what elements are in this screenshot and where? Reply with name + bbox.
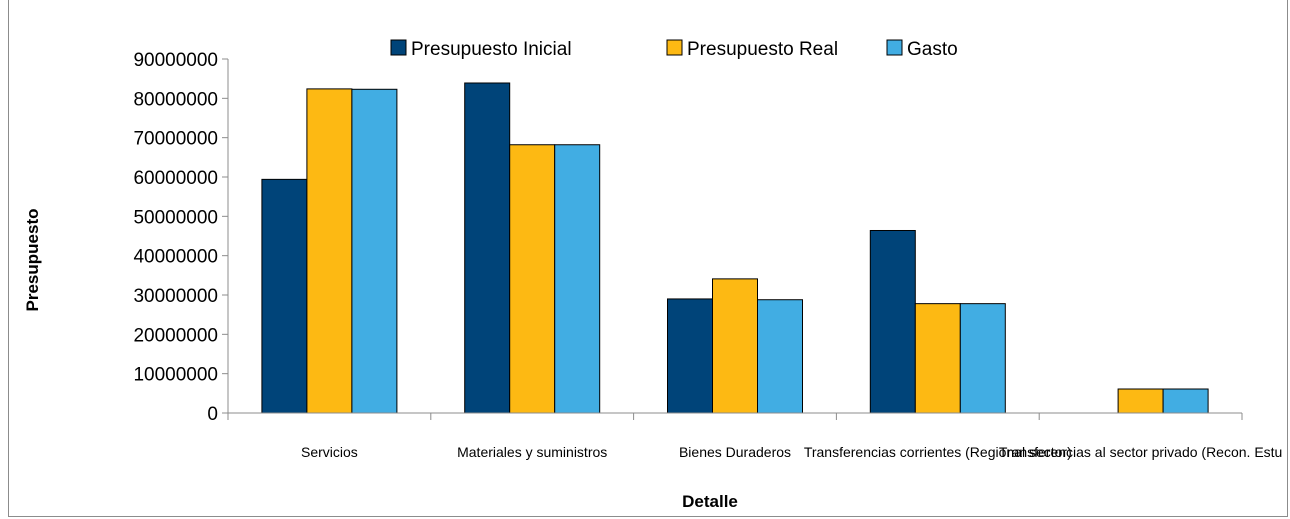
bar-presupuesto-real — [509, 144, 556, 414]
x-category-label: Transferencias corrientes (Regional sect… — [804, 444, 1072, 460]
legend-label: Presupuesto Inicial — [411, 39, 572, 60]
y-tick-label: 80000000 — [133, 89, 218, 110]
y-tick-label: 60000000 — [133, 168, 218, 189]
bar-presupuesto-real — [306, 88, 353, 414]
y-tick-label: 10000000 — [133, 365, 218, 386]
y-tick-label: 50000000 — [133, 207, 218, 228]
y-tick-label: 20000000 — [133, 325, 218, 346]
y-tick-label: 40000000 — [133, 247, 218, 268]
legend-swatch — [886, 39, 903, 56]
y-tick-label: 0 — [207, 404, 218, 425]
bar-presupuesto-real — [914, 303, 961, 414]
bar-gasto — [959, 303, 1006, 414]
x-category-label: Transferencias al sector privado (Recon.… — [999, 444, 1283, 460]
bar-presupuesto-inicial — [869, 229, 916, 414]
x-category-label: Servicios — [301, 444, 358, 460]
bar-presupuesto-inicial — [464, 82, 511, 414]
bar-gasto — [351, 88, 398, 414]
bar-gasto — [1162, 388, 1209, 414]
legend-swatch — [666, 39, 683, 56]
legend-label: Gasto — [907, 39, 958, 60]
y-tick-label: 70000000 — [133, 129, 218, 150]
x-axis-title: Detalle — [682, 492, 738, 511]
y-tick-label: 90000000 — [133, 50, 218, 71]
bar-presupuesto-inicial — [261, 178, 308, 414]
x-category-label: Materiales y suministros — [457, 444, 607, 460]
y-tick-label: 30000000 — [133, 286, 218, 307]
bar-gasto — [554, 144, 601, 414]
legend-label: Presupuesto Real — [687, 39, 838, 60]
x-category-label: Bienes Duraderos — [679, 444, 791, 460]
bar-presupuesto-inicial — [667, 298, 713, 414]
bar-presupuesto-real — [1117, 388, 1164, 414]
bar-gasto — [757, 299, 803, 414]
y-axis-title: Presupuesto — [23, 209, 42, 312]
legend-swatch — [390, 39, 407, 56]
chart-frame — [8, 0, 1288, 517]
bar-presupuesto-real — [712, 278, 758, 414]
